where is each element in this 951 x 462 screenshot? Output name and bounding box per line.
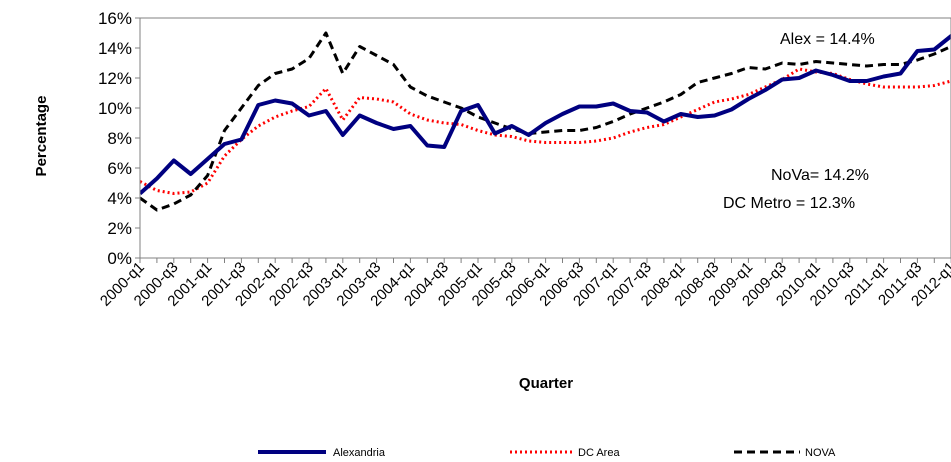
legend-label-alexandria: Alexandria bbox=[333, 447, 386, 459]
y-tick-label: 16% bbox=[98, 9, 132, 28]
y-tick-label: 0% bbox=[107, 249, 132, 268]
legend: Alexandria DC Area NOVA bbox=[258, 447, 836, 459]
y-axis-ticks: 0% 2% 4% 6% 8% 10% 12% 14% 16% bbox=[98, 9, 140, 268]
x-axis-label: Quarter bbox=[519, 375, 573, 392]
y-tick-label: 6% bbox=[107, 159, 132, 178]
y-tick-label: 12% bbox=[98, 69, 132, 88]
series-line-alexandria bbox=[140, 34, 951, 195]
x-axis-ticks: 2000-q12000-q32001-q12001-q32002-q12002-… bbox=[97, 258, 951, 310]
annotation-dc-metro: DC Metro = 12.3% bbox=[723, 195, 855, 212]
y-tick-label: 4% bbox=[107, 189, 132, 208]
plot-area-frame bbox=[139, 17, 951, 259]
y-tick-label: 8% bbox=[107, 129, 132, 148]
legend-label-nova: NOVA bbox=[805, 447, 836, 459]
series-lines bbox=[140, 31, 951, 212]
series-line-nova bbox=[140, 31, 951, 212]
y-tick-label: 2% bbox=[107, 219, 132, 238]
y-tick-label: 10% bbox=[98, 99, 132, 118]
y-axis-label: Percentage bbox=[33, 96, 50, 177]
annotation-alex: Alex = 14.4% bbox=[780, 31, 875, 48]
annotation-nova: NoVa= 14.2% bbox=[771, 167, 869, 184]
y-tick-label: 14% bbox=[98, 39, 132, 58]
legend-label-dc-area: DC Area bbox=[578, 447, 620, 459]
